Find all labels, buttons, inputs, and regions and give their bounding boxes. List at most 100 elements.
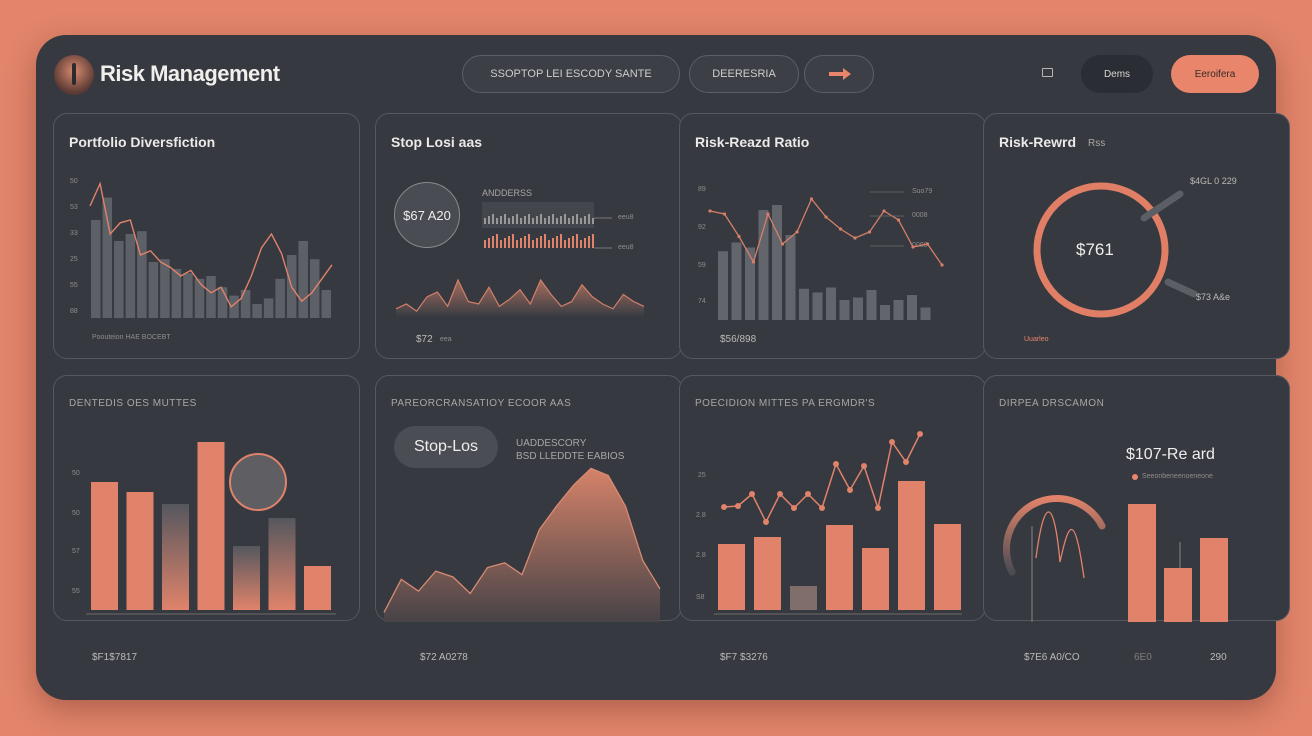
tick-bar — [492, 214, 494, 224]
area-bar — [275, 278, 285, 318]
demo-button[interactable]: Dems — [1081, 55, 1153, 93]
row-label: eeu8 — [618, 244, 634, 251]
decor-bubble — [229, 453, 287, 511]
tick-bar — [552, 238, 554, 248]
row-label: Suo79 — [912, 188, 933, 195]
tick-bar — [592, 218, 594, 224]
tick-bar — [576, 234, 578, 248]
legend-label: Seeonbeneenoeneone — [1142, 473, 1213, 480]
header: Risk Management SSOPTOP LEI ESCODY SANTE… — [36, 35, 1276, 115]
tick-bar — [572, 216, 574, 224]
bar — [934, 524, 961, 610]
card-title: DENTEDIS OES MUTTES — [69, 398, 197, 409]
drawdown-chart — [1002, 495, 1228, 622]
filter-pill[interactable]: DEERESRIA — [689, 55, 799, 93]
bar — [754, 537, 781, 610]
bar — [718, 251, 728, 320]
card-footer: $F1$7817 — [92, 652, 138, 663]
area-bar — [160, 259, 170, 318]
card-stop-loss: Stop Losi aas $67 A20 ANDDERSS eeu8 eeu8… — [375, 113, 682, 359]
tick-bar — [556, 218, 558, 224]
data-point — [737, 234, 741, 239]
tick-bar — [592, 234, 594, 248]
y-tick: 25 — [698, 472, 706, 479]
bar — [1128, 504, 1156, 622]
bar — [880, 305, 890, 320]
card-footer: $72 — [416, 334, 433, 345]
tick-bar — [528, 214, 530, 224]
data-point — [853, 236, 857, 240]
series-line — [709, 197, 943, 266]
gauge-pointer — [1140, 190, 1184, 222]
data-point — [925, 242, 930, 246]
tick-bar — [576, 214, 578, 224]
gauge-ring — [1033, 182, 1169, 318]
tick-bar — [508, 236, 510, 248]
card-risk-reward-ratio: Risk-Reazd Ratio 89 92 59 74 Suo79 0008 … — [679, 113, 986, 359]
card-title: POECIDION MITTES PA ERGMDR'S — [695, 398, 876, 409]
card-footer: $F7 $3276 — [720, 652, 768, 663]
tick-bar — [580, 218, 582, 224]
window-icon[interactable] — [1042, 68, 1053, 77]
tick-bar — [560, 216, 562, 224]
area-bar — [217, 287, 228, 318]
y-tick: 33 — [70, 230, 78, 237]
area-bar — [321, 290, 331, 318]
y-tick: 50 — [70, 178, 78, 185]
area-fill — [396, 280, 644, 316]
tick-bar — [536, 216, 538, 224]
area-bar — [252, 304, 262, 318]
area-bar — [263, 298, 274, 318]
data-point — [722, 212, 727, 216]
area-bar — [148, 262, 159, 318]
data-point — [708, 209, 712, 213]
y-tick: 55 — [72, 588, 80, 595]
tick-bar — [540, 236, 542, 248]
logo-icon — [54, 55, 94, 95]
series-line — [383, 467, 661, 613]
data-point — [824, 215, 828, 219]
card-footer: Uuarleo — [1024, 336, 1049, 343]
tick-bar — [496, 234, 498, 248]
bar — [304, 566, 331, 610]
bar — [862, 548, 889, 610]
y-tick: S8 — [696, 594, 705, 601]
arrow-right-icon — [829, 68, 851, 80]
stop-loss-bubble: $67 A20 — [394, 182, 460, 248]
data-point — [795, 230, 799, 234]
tick-bar — [568, 218, 570, 224]
tick-bar — [484, 240, 486, 248]
bar — [731, 242, 742, 320]
risk-reward-chart — [708, 191, 944, 320]
bar — [839, 300, 850, 320]
search-pill[interactable]: SSOPTOP LEI ESCODY SANTE — [462, 55, 680, 93]
y-tick: 50 — [72, 510, 80, 517]
stop-loss-pill[interactable]: Stop-Los — [394, 426, 498, 468]
data-point — [763, 519, 769, 525]
tick-bar — [528, 234, 530, 248]
data-point — [903, 459, 909, 465]
bar — [745, 247, 755, 320]
tick-bar — [484, 218, 486, 224]
bar — [718, 544, 745, 610]
tick-bar — [564, 214, 566, 224]
card-title: Stop Losi aas — [391, 134, 483, 150]
data-point — [819, 505, 825, 511]
data-point — [911, 245, 915, 249]
gauge-label-top: $4GL 0 229 — [1190, 176, 1237, 186]
y-tick: 74 — [698, 298, 706, 305]
area-bar — [102, 197, 113, 318]
stop-loss-area-chart — [383, 467, 661, 622]
series-line — [395, 278, 645, 313]
tick-bar — [524, 236, 526, 248]
data-point — [766, 212, 770, 216]
tick-bar — [524, 216, 526, 224]
data-point — [777, 491, 783, 497]
bar — [1200, 538, 1228, 622]
card-footer-value: 6E0 — [1134, 652, 1152, 663]
action-button[interactable]: Eeroifera — [1171, 55, 1259, 93]
next-button[interactable] — [804, 55, 874, 93]
dashboard-frame: Risk Management SSOPTOP LEI ESCODY SANTE… — [36, 35, 1290, 700]
data-point — [896, 218, 901, 222]
area-bar — [183, 273, 193, 318]
